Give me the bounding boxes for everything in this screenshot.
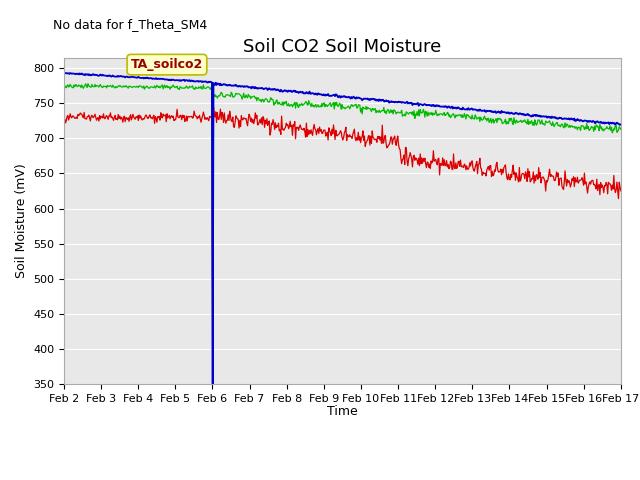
Text: No data for f_Theta_SM4: No data for f_Theta_SM4 — [53, 18, 207, 31]
Theta 1 — [215, 117, 223, 122]
Theta 2 — [70, 82, 78, 88]
Theta 1 — [210, 104, 218, 109]
Theta 2 — [185, 85, 193, 91]
X-axis label: Time: Time — [327, 405, 358, 418]
Line: Theta 1: Theta 1 — [64, 107, 621, 381]
Theta 2 — [412, 111, 419, 117]
Theta 3 — [60, 70, 68, 75]
Theta 2 — [82, 81, 90, 87]
Theta 3 — [127, 74, 135, 80]
Theta 3 — [214, 81, 222, 86]
Theta 2 — [617, 126, 625, 132]
Theta 1 — [209, 378, 216, 384]
Theta 2 — [428, 109, 436, 115]
Theta 3 — [411, 101, 419, 107]
Theta 1 — [184, 114, 192, 120]
Line: Theta 2: Theta 2 — [64, 84, 621, 370]
Theta 2 — [60, 81, 68, 87]
Theta 1 — [412, 155, 419, 161]
Theta 1 — [127, 117, 135, 123]
Text: TA_soilco2: TA_soilco2 — [131, 58, 203, 71]
Theta 3 — [184, 78, 192, 84]
Title: Soil CO2 Soil Moisture: Soil CO2 Soil Moisture — [243, 38, 442, 56]
Theta 2 — [209, 367, 216, 373]
Line: Theta 3: Theta 3 — [64, 72, 621, 384]
Theta 3 — [209, 381, 216, 387]
Theta 1 — [428, 160, 436, 166]
Theta 2 — [128, 84, 136, 90]
Theta 3 — [70, 71, 78, 77]
Legend: Theta 1, Theta 2, Theta 3: Theta 1, Theta 2, Theta 3 — [195, 479, 490, 480]
Theta 3 — [617, 121, 625, 127]
Theta 2 — [215, 93, 223, 98]
Theta 1 — [70, 114, 78, 120]
Theta 3 — [428, 102, 435, 108]
Theta 1 — [617, 188, 625, 193]
Theta 1 — [60, 118, 68, 123]
Y-axis label: Soil Moisture (mV): Soil Moisture (mV) — [15, 163, 28, 278]
